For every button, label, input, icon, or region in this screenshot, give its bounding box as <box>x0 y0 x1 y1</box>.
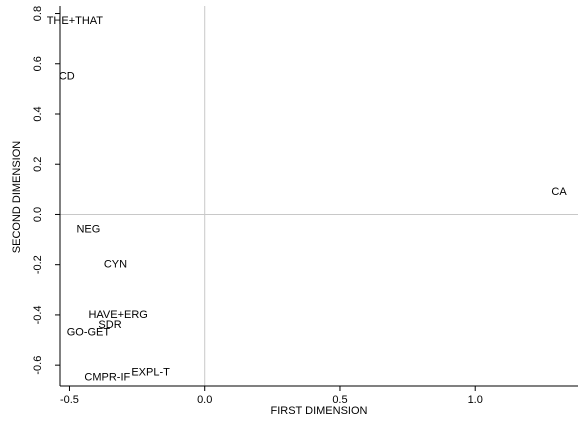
point-label: SDR <box>98 319 121 331</box>
y-tick-label: -0.4 <box>32 305 44 324</box>
y-axis-title: SECOND DIMENSION <box>11 141 23 254</box>
point-label: GO-GET <box>67 327 111 339</box>
point-label: CYN <box>104 259 127 271</box>
y-tick-label: 0.6 <box>32 56 44 71</box>
x-tick-label: 0.5 <box>332 394 347 406</box>
point-label: THE+THAT <box>47 15 104 27</box>
y-tick-label: 0.2 <box>32 157 44 172</box>
point-label: CMPR-IF <box>84 372 130 384</box>
y-tick-label: -0.6 <box>32 356 44 375</box>
x-tick-label: 1.0 <box>468 394 483 406</box>
point-label: CA <box>551 186 567 198</box>
y-tick-label: -0.2 <box>32 255 44 274</box>
point-label: CD <box>59 70 75 82</box>
x-tick-label: -0.5 <box>60 394 79 406</box>
point-label: EXPL-T <box>131 367 170 379</box>
point-label: NEG <box>76 224 100 236</box>
point-label: HAVE+ERG <box>88 309 147 321</box>
x-axis-title: FIRST DIMENSION <box>271 405 368 417</box>
y-tick-label: 0.0 <box>32 207 44 222</box>
y-tick-label: 0.8 <box>32 6 44 21</box>
y-tick-label: 0.4 <box>32 106 44 121</box>
x-tick-label: 0.0 <box>197 394 212 406</box>
